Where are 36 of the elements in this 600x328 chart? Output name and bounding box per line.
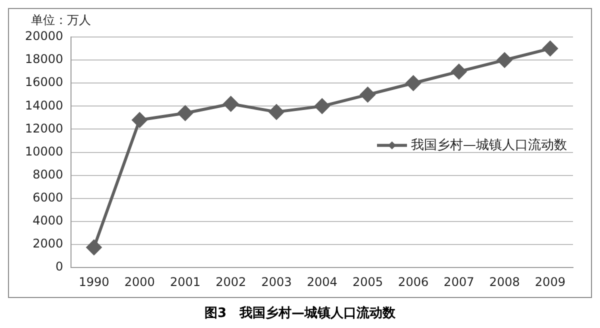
y-tick-label: 10000 — [24, 144, 64, 158]
x-tick-label: 2002 — [216, 274, 246, 289]
point — [132, 112, 148, 128]
y-tick-label: 12000 — [24, 121, 64, 136]
legend-label: 我国乡村—城镇人口流动数 — [411, 136, 567, 153]
x-tick-label: 2006 — [398, 274, 429, 289]
x-tick-label: 2003 — [261, 274, 292, 289]
x-tick-label: 2000 — [124, 274, 155, 289]
x-tick-label: 2007 — [444, 274, 474, 289]
y-tick-label: 16000 — [24, 75, 64, 90]
x-tick-label: 1990 — [78, 274, 110, 289]
point — [86, 240, 102, 255]
y-tick-label: 18000 — [24, 52, 64, 66]
point — [360, 87, 376, 102]
y-tick-label: 0 — [56, 260, 64, 274]
x-tick-label: 2009 — [534, 274, 566, 289]
y-axis-title: 单位：万人 — [31, 13, 91, 28]
x-tick-label: 2005 — [352, 274, 383, 289]
x-tick-label: 2004 — [306, 274, 338, 289]
y-tick-label: 2000 — [32, 236, 64, 251]
point — [178, 106, 193, 121]
y-tick-label: 14000 — [24, 98, 64, 112]
point — [268, 104, 284, 120]
y-tick-label: 4000 — [32, 214, 64, 228]
x-tick-label: 2008 — [489, 274, 520, 289]
point — [223, 96, 238, 112]
y-tick-label: 6000 — [32, 190, 64, 205]
y-tick-label: 20000 — [24, 29, 64, 44]
x-tick-label: 2001 — [170, 274, 200, 289]
point — [406, 76, 421, 91]
point — [451, 64, 466, 80]
point — [497, 52, 512, 68]
point — [314, 98, 330, 114]
text: 图3 我国乡村—城镇人口流动数 — [203, 304, 397, 322]
point — [542, 41, 558, 56]
y-tick-label: 8000 — [32, 167, 64, 182]
